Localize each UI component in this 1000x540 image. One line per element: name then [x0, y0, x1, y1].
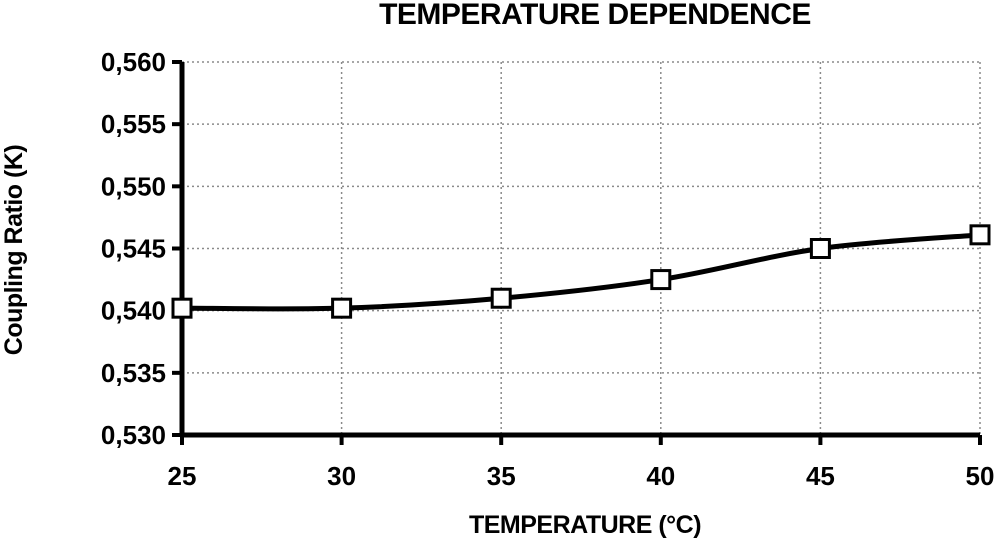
data-point-marker — [650, 269, 672, 291]
x-tick-label: 35 — [487, 461, 516, 491]
y-tick-label: 0,550 — [101, 171, 166, 201]
grid — [182, 61, 981, 435]
y-tick-label: 0,530 — [101, 420, 166, 450]
series-line — [179, 232, 983, 312]
x-tick-labels: 25 30 35 40 45 50 — [168, 461, 995, 491]
x-tick-label: 50 — [966, 461, 995, 491]
y-tick-label: 0,545 — [101, 234, 166, 264]
y-tick-label: 0,540 — [101, 296, 166, 326]
y-tick-label: 0,535 — [101, 358, 166, 388]
data-point-marker — [809, 238, 831, 259]
data-point-marker — [490, 287, 512, 309]
x-tick-label: 25 — [168, 461, 197, 491]
data-point-marker — [969, 224, 991, 246]
x-tick-label: 40 — [646, 461, 675, 491]
data-point-marker — [171, 297, 193, 319]
y-tick-label: 0,560 — [101, 47, 166, 77]
y-tick-label: 0,555 — [101, 109, 166, 139]
x-tick-label: 45 — [806, 461, 835, 491]
y-axis-title: Coupling Ratio (K) — [0, 145, 28, 356]
series — [171, 224, 991, 319]
chart-title: TEMPERATURE DEPENDENCE — [379, 0, 811, 31]
axes — [172, 60, 982, 445]
data-point-marker — [331, 297, 353, 319]
x-axis-title: TEMPERATURE (°C) — [469, 511, 701, 539]
y-tick-labels: 0,530 0,535 0,540 0,545 0,550 0,555 0,560 — [101, 47, 166, 450]
x-tick-label: 30 — [327, 461, 356, 491]
